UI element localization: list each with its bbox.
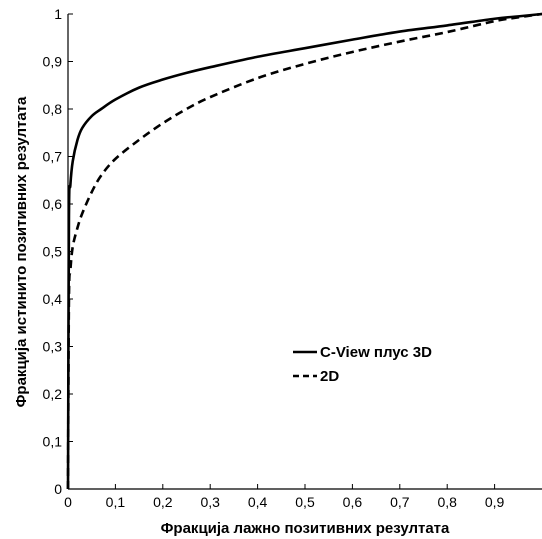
legend-label-series-2: 2D (320, 368, 339, 385)
y-tick-label: 0,4 (43, 291, 63, 307)
x-tick-group: 0 0,1 0,2 0,3 0,4 0,5 0,6 0,7 0,8 0,9 (64, 484, 505, 510)
series-line-2 (66, 12, 542, 490)
y-tick-label: 0,2 (43, 386, 63, 402)
y-tick-label: 0,5 (43, 244, 63, 260)
y-tick-label: 1 (54, 6, 62, 22)
x-tick-label: 0,1 (106, 494, 126, 510)
series-layer (66, 12, 542, 490)
x-tick-label: 0,8 (437, 494, 457, 510)
y-tick-label: 0,7 (43, 149, 63, 165)
series-line-1 (66, 12, 542, 490)
y-tick-label: 0,9 (43, 54, 63, 70)
x-axis-title: Фракција лажно позитивних резултата (161, 520, 450, 537)
chart-axes (67, 14, 542, 490)
y-tick-group: 0 0,1 0,2 0,3 0,4 0,5 0,6 0,7 0,8 0,9 1 (43, 6, 73, 497)
x-tick-label: 0,7 (390, 494, 410, 510)
y-tick-label: 0,6 (43, 196, 63, 212)
y-tick-label: 0,1 (43, 434, 63, 450)
y-tick-label: 0,8 (43, 101, 63, 117)
x-tick-label: 0 (64, 494, 72, 510)
x-tick-label: 0,3 (200, 494, 220, 510)
x-tick-label: 0,6 (343, 494, 363, 510)
legend: C-View плус 3D 2D (293, 344, 432, 385)
y-tick-label: 0 (54, 481, 62, 497)
x-tick-label: 0,4 (248, 494, 268, 510)
y-tick-label: 0,3 (43, 339, 63, 355)
legend-label-series-1: C-View плус 3D (320, 344, 432, 361)
y-axis-title: Фракција истинито позитивних резултата (13, 96, 30, 407)
x-tick-label: 0,2 (153, 494, 173, 510)
x-tick-label: 0,9 (485, 494, 505, 510)
x-tick-label: 0,5 (295, 494, 315, 510)
